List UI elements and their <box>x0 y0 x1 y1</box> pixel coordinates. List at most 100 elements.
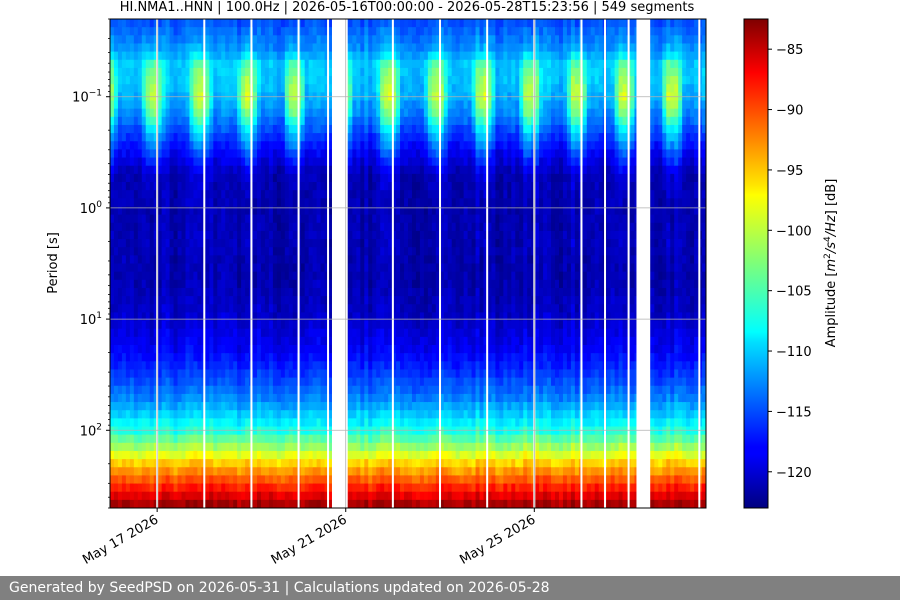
spectrogram-cell <box>145 35 151 45</box>
spectrogram-cell <box>264 157 270 167</box>
spectrogram-cell <box>396 108 401 118</box>
spectrogram-cell <box>264 263 270 273</box>
spectrogram-cell <box>125 402 131 411</box>
spectrogram-cell <box>284 426 290 436</box>
spectrogram-cell <box>145 410 151 419</box>
spectrogram-cell <box>308 328 314 338</box>
spectrogram-cell <box>352 214 357 224</box>
spectrogram-cell <box>415 157 421 167</box>
spectrogram-cell <box>225 369 230 379</box>
spectrogram-cell <box>408 459 413 468</box>
spectrogram-cell <box>360 190 365 199</box>
spectrogram-cell <box>229 67 234 77</box>
spectrogram-cell <box>435 108 441 118</box>
spectrogram-cell <box>376 491 381 501</box>
spectrogram-cell <box>257 336 262 346</box>
spectrogram-cell <box>260 320 266 330</box>
spectrogram-cell <box>193 426 199 436</box>
spectrogram-cell <box>245 84 250 93</box>
spectrogram-cell <box>419 255 425 265</box>
spectrogram-cell <box>308 312 314 322</box>
spectrogram-cell <box>280 51 286 61</box>
spectrogram-cell <box>145 214 151 224</box>
spectrogram-cell <box>288 296 294 305</box>
spectrogram-cell <box>245 467 250 476</box>
spectrogram-cell <box>364 35 369 45</box>
spectrogram-cell <box>161 402 167 411</box>
spectrogram-cell <box>408 296 413 305</box>
spectrogram-cell <box>308 336 314 346</box>
spectrogram-cell <box>404 483 409 493</box>
spectrogram-cell <box>117 499 123 508</box>
spectrogram-cell <box>308 141 314 150</box>
spectrogram-cell <box>177 287 183 297</box>
spectrogram-cell <box>392 76 397 85</box>
spectrogram-cell <box>121 239 127 248</box>
spectrogram-cell <box>320 402 326 411</box>
spectrogram-cell <box>133 84 139 93</box>
spectrogram-cell <box>149 157 155 167</box>
spectrogram-cell <box>268 279 274 289</box>
spectrogram-cell <box>205 483 210 493</box>
spectrogram-cell <box>177 459 183 468</box>
spectrogram-cell <box>439 141 445 150</box>
spectrogram-cell <box>181 247 187 256</box>
spectrogram-cell <box>400 320 405 330</box>
spectrogram-cell <box>209 361 214 371</box>
spectrogram-cell <box>368 67 373 77</box>
spectrogram-cell <box>364 263 369 273</box>
spectrogram-cell <box>221 198 226 208</box>
spectrogram-cell <box>153 328 159 338</box>
spectrogram-cell <box>415 336 421 346</box>
spectrogram-cell <box>280 434 286 444</box>
spectrogram-cell <box>312 239 318 248</box>
spectrogram-cell <box>324 35 330 45</box>
spectrogram-cell <box>352 336 357 346</box>
spectrogram-cell <box>439 19 445 28</box>
spectrogram-cell <box>165 377 171 387</box>
spectrogram-cell <box>253 239 258 248</box>
spectrogram-cell <box>209 271 214 281</box>
spectrogram-cell <box>153 345 159 354</box>
spectrogram-cell <box>149 165 155 175</box>
spectrogram-cell <box>153 19 159 28</box>
spectrogram-cell <box>308 84 314 93</box>
spectrogram-cell <box>177 35 183 45</box>
spectrogram-cell <box>419 84 425 93</box>
spectrogram-cell <box>320 499 326 508</box>
spectrogram-cell <box>205 43 210 53</box>
spectrogram-cell <box>165 263 171 273</box>
spectrogram-cell <box>435 483 441 493</box>
spectrogram-cell <box>264 59 270 69</box>
spectrogram-cell <box>257 27 262 36</box>
spectrogram-cell <box>320 279 326 289</box>
spectrogram-cell <box>396 320 401 330</box>
spectrogram-cell <box>408 287 413 297</box>
spectrogram-cell <box>280 353 286 362</box>
spectrogram-cell <box>117 255 123 265</box>
spectrogram-cell <box>110 442 115 452</box>
spectrogram-cell <box>205 304 210 313</box>
spectrogram-cell <box>276 345 282 354</box>
spectrogram-cell <box>392 271 397 281</box>
spectrogram-cell <box>137 459 143 468</box>
spectrogram-cell <box>205 100 210 110</box>
spectrogram-cell <box>316 255 322 265</box>
spectrogram-cell <box>324 182 330 191</box>
spectrogram-cell <box>117 442 123 452</box>
spectrogram-cell <box>125 434 131 444</box>
spectrogram-cell <box>280 263 286 273</box>
spectrogram-cell <box>396 51 401 61</box>
spectrogram-cell <box>129 230 135 240</box>
spectrogram-cell <box>185 312 191 322</box>
spectrogram-cell <box>137 304 143 313</box>
spectrogram-cell <box>384 182 389 191</box>
spectrogram-cell <box>153 304 159 313</box>
spectrogram-cell <box>225 442 230 452</box>
spectrogram-cell <box>177 214 183 224</box>
spectrogram-cell <box>229 361 234 371</box>
spectrogram-cell <box>197 84 202 93</box>
spectrogram-cell <box>185 108 191 118</box>
spectrogram-cell <box>328 385 334 395</box>
spectrogram-cell <box>280 361 286 371</box>
